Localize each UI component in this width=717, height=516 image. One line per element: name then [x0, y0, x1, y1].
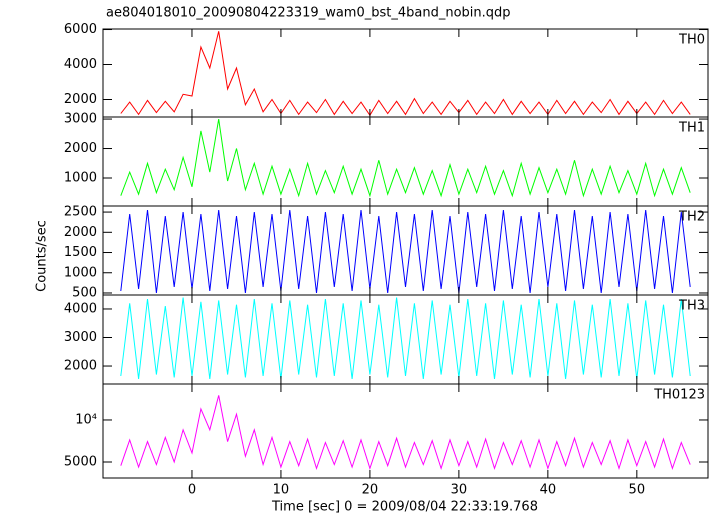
light-curve — [120, 395, 691, 471]
y-tick-label: 3000 — [64, 330, 97, 345]
y-tick-label: 3000 — [64, 112, 97, 127]
x-tick-label: 0 — [188, 483, 196, 498]
y-tick-label: 500 — [72, 285, 97, 300]
panel-frame — [102, 383, 709, 479]
x-tick-label: 10 — [273, 483, 290, 498]
panel-label: TH3 — [678, 299, 705, 314]
light-curve — [120, 209, 691, 294]
x-tick-label: 20 — [362, 483, 379, 498]
y-tick-label: 2000 — [64, 359, 97, 374]
x-tick-label: 50 — [629, 483, 646, 498]
panel-label: TH2 — [678, 210, 705, 225]
y-tick-label: 1000 — [64, 265, 97, 280]
panel-label: TH0 — [678, 33, 705, 48]
y-tick-label: 1000 — [64, 171, 97, 186]
x-tick-label: 40 — [540, 483, 557, 498]
light-curve — [120, 119, 691, 198]
chart-title: ae804018010_20090804223319_wam0_bst_4ban… — [106, 6, 511, 21]
panel-label: TH0123 — [653, 388, 705, 403]
y-tick-label: 1500 — [64, 245, 97, 260]
y-tick-label: 5000 — [64, 454, 97, 469]
y-axis-label: Counts/sec — [35, 220, 50, 292]
light-curve — [120, 31, 691, 117]
y-tick-label: 10⁴ — [75, 412, 97, 427]
y-tick-label: 2000 — [64, 92, 97, 107]
y-tick-label: 6000 — [64, 22, 97, 37]
y-tick-label: 4000 — [64, 57, 97, 72]
y-tick-label: 2000 — [64, 141, 97, 156]
x-axis-label: Time [sec] 0 = 2009/08/04 22:33:19.768 — [271, 500, 538, 515]
panel-label: TH1 — [678, 121, 705, 136]
y-tick-label: 4000 — [64, 301, 97, 316]
light-curve — [120, 297, 691, 379]
y-tick-label: 2500 — [64, 205, 97, 220]
y-tick-label: 2000 — [64, 225, 97, 240]
x-tick-label: 30 — [451, 483, 468, 498]
